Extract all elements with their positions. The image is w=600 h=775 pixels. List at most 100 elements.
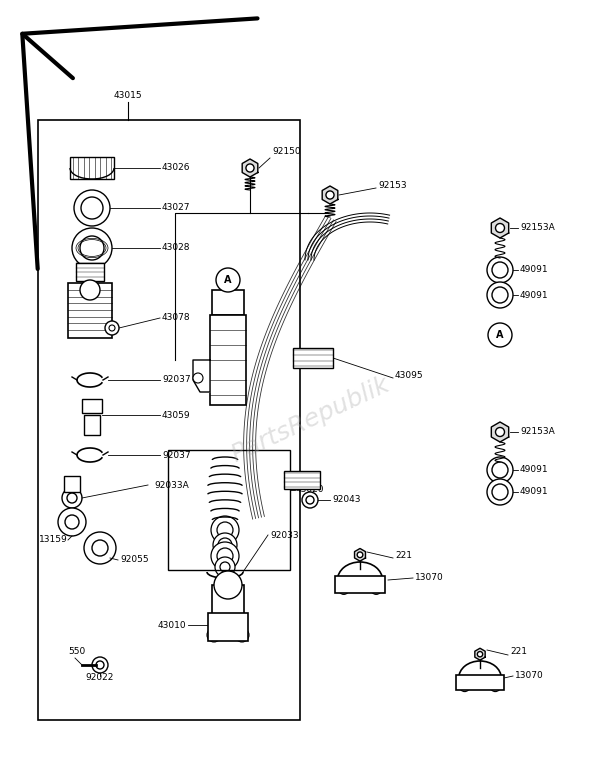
Circle shape (492, 287, 508, 303)
Bar (284, 471, 320, 489)
Text: 43010: 43010 (157, 621, 186, 629)
Text: 92037: 92037 (162, 376, 191, 384)
Text: 221: 221 (395, 550, 412, 560)
Circle shape (246, 164, 254, 172)
Circle shape (65, 515, 79, 529)
Bar (64, 476, 80, 492)
Circle shape (487, 257, 513, 283)
Text: 49091: 49091 (520, 266, 548, 274)
Bar (168, 450, 290, 570)
Text: 92153A: 92153A (520, 428, 555, 436)
Text: 92150: 92150 (272, 147, 301, 157)
Text: 550: 550 (68, 647, 85, 656)
Circle shape (460, 681, 470, 691)
Text: 43095: 43095 (395, 370, 424, 380)
Bar (456, 674, 504, 690)
Bar (68, 283, 112, 338)
Circle shape (492, 462, 508, 478)
Circle shape (74, 190, 110, 226)
Circle shape (72, 228, 112, 268)
Bar (208, 613, 248, 641)
Circle shape (217, 548, 233, 564)
Circle shape (80, 236, 104, 260)
Circle shape (96, 661, 104, 669)
Circle shape (490, 681, 500, 691)
Text: 92037: 92037 (162, 450, 191, 460)
Circle shape (487, 479, 513, 505)
Circle shape (193, 373, 203, 383)
Text: 92153A: 92153A (520, 223, 555, 232)
Text: 92033: 92033 (270, 531, 299, 539)
Circle shape (105, 321, 119, 335)
Circle shape (207, 628, 221, 642)
Circle shape (211, 542, 239, 570)
Text: 13070: 13070 (515, 670, 544, 680)
Text: 49091: 49091 (520, 291, 548, 299)
Circle shape (216, 268, 240, 292)
Text: 92033A: 92033A (154, 480, 189, 490)
Polygon shape (491, 422, 509, 442)
Circle shape (211, 516, 239, 544)
Circle shape (214, 571, 242, 599)
Text: 92055: 92055 (120, 556, 149, 564)
Bar (212, 290, 244, 315)
Circle shape (492, 262, 508, 278)
Polygon shape (322, 186, 338, 204)
Text: 13070: 13070 (415, 574, 444, 583)
Bar (76, 263, 104, 281)
Bar (293, 348, 333, 368)
Circle shape (215, 557, 235, 577)
Circle shape (218, 538, 232, 552)
Circle shape (80, 280, 100, 300)
Text: 49091: 49091 (520, 466, 548, 474)
Bar (38, 120, 300, 720)
Circle shape (478, 652, 482, 657)
Circle shape (81, 197, 103, 219)
Circle shape (67, 493, 77, 503)
Text: 43015: 43015 (113, 91, 142, 99)
Circle shape (220, 562, 230, 572)
Circle shape (211, 632, 217, 638)
Bar (84, 415, 100, 435)
Bar (212, 585, 244, 615)
Text: A: A (224, 275, 232, 285)
Polygon shape (355, 549, 365, 561)
Circle shape (306, 496, 314, 504)
Bar (70, 157, 114, 179)
Text: 92043: 92043 (332, 495, 361, 505)
Bar (210, 315, 246, 405)
Circle shape (84, 532, 116, 564)
Text: 43026: 43026 (162, 164, 191, 173)
Text: 43078: 43078 (162, 314, 191, 322)
Circle shape (235, 628, 249, 642)
Polygon shape (491, 218, 509, 238)
Text: 221: 221 (510, 647, 527, 656)
Text: 13159: 13159 (38, 536, 67, 545)
Circle shape (496, 223, 505, 232)
Circle shape (488, 323, 512, 347)
Circle shape (213, 533, 237, 557)
Text: 49091: 49091 (520, 487, 548, 497)
Polygon shape (242, 159, 258, 177)
Text: A: A (496, 330, 504, 340)
Circle shape (92, 657, 108, 673)
Circle shape (217, 522, 233, 538)
Circle shape (62, 488, 82, 508)
Circle shape (487, 282, 513, 308)
Text: 92022: 92022 (86, 673, 114, 683)
Circle shape (58, 508, 86, 536)
Circle shape (492, 484, 508, 500)
Text: 43027: 43027 (162, 204, 191, 212)
Circle shape (92, 540, 108, 556)
Text: 92153: 92153 (378, 181, 407, 190)
Bar (82, 399, 102, 413)
Polygon shape (193, 360, 210, 392)
Circle shape (357, 552, 363, 558)
Circle shape (496, 428, 505, 436)
Bar (335, 577, 385, 593)
Text: PartsRepublik: PartsRepublik (227, 373, 393, 467)
Circle shape (371, 584, 382, 594)
Circle shape (239, 632, 245, 638)
Circle shape (326, 191, 334, 199)
Text: 43059: 43059 (162, 411, 191, 419)
